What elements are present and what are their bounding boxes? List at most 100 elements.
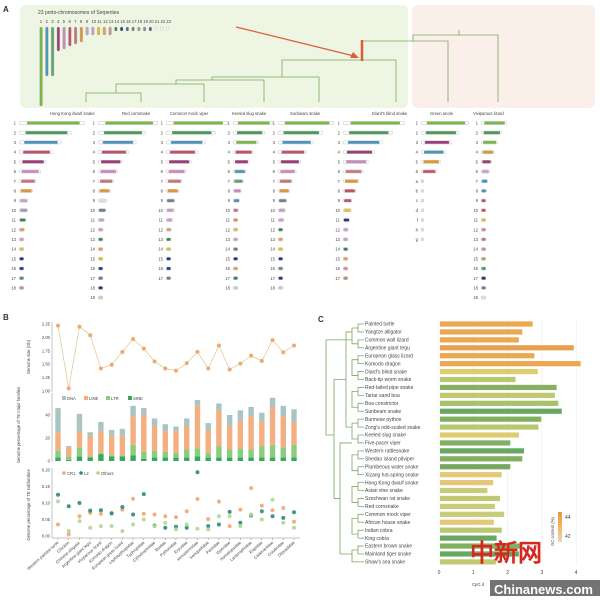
chromosome-segment (233, 208, 238, 212)
genome-size-point (216, 343, 221, 348)
te-bar-line (248, 416, 254, 450)
y-tick-label: 0 (48, 459, 51, 464)
cpg-bar (440, 392, 555, 398)
cpg-bar (440, 337, 519, 343)
chromosome-segment (350, 121, 401, 125)
chromosome-number: 2 (14, 130, 17, 135)
species-label: Keeled slug snake (232, 111, 267, 116)
chromosome-segment (278, 208, 285, 212)
chromosome-number: 10 (335, 208, 340, 213)
te-sub-point-others (249, 512, 254, 517)
chromosome-segment (166, 228, 171, 232)
y-tick-label: 2.25 (42, 322, 51, 327)
chromosome-number: 15 (158, 256, 163, 261)
te-bar-sine (55, 457, 61, 461)
chromosome-segment (421, 189, 424, 193)
proto-chromosome (143, 26, 147, 32)
chromosome-segment (20, 199, 28, 202)
te-sub-point-l2 (227, 509, 232, 514)
proto-chromosome (160, 26, 164, 31)
te-bar-dna (280, 405, 286, 417)
chromosome-number: 9 (93, 198, 96, 203)
cpg-bar (440, 464, 511, 470)
chromosome-segment (169, 150, 196, 154)
chromosome-segment (234, 160, 249, 164)
chromosome-segment (99, 199, 107, 202)
chromosome-number: 3 (338, 140, 341, 145)
chromosome-segment (421, 238, 424, 241)
te-bar-sine (248, 457, 254, 461)
proto-chromosome-number: 12 (103, 19, 108, 24)
chromosome-segment (19, 276, 24, 280)
te-sub-point-others (227, 514, 232, 519)
te-bar-dna (269, 397, 276, 407)
te-sub-point-others (259, 517, 264, 522)
chromosome-segment (278, 218, 284, 222)
cpg-bar (440, 376, 516, 383)
te-bar-ltr (76, 447, 83, 457)
chromosome-number: 2 (273, 130, 276, 135)
x-tick-label: 4 (575, 570, 578, 576)
te-bar-sine (269, 457, 276, 461)
chromosome-segment (481, 296, 486, 299)
species-label: Five-pacer viper (365, 441, 401, 447)
te-bar-line (66, 447, 72, 457)
chromosome-segment (345, 170, 362, 173)
chromosome-number: 12 (270, 227, 275, 232)
chromosome-number: 1 (161, 121, 164, 126)
chromosome-segment (98, 238, 103, 241)
te-bar-line (76, 431, 83, 448)
te-sub-point-others (163, 520, 168, 525)
genome-size-point (77, 324, 82, 329)
proto-chromosome-number: 2 (46, 19, 49, 24)
chromosome-number: 18 (270, 286, 275, 291)
chromosome-segment (482, 150, 494, 154)
te-sub-point-l2 (195, 470, 200, 475)
legend-label: LTR (111, 396, 119, 401)
te-bar-ltr (205, 452, 211, 458)
chromosome-number: 6 (273, 169, 276, 174)
legend-swatch (84, 396, 88, 400)
chromosome-segment (481, 179, 488, 183)
proto-chromosome-number: 8 (80, 19, 83, 24)
chromosome-segment (423, 150, 444, 154)
chromosome-number: 16 (335, 266, 340, 271)
te-sub-point-cr1 (152, 512, 157, 517)
cpg-bar (440, 361, 581, 367)
chromosome-number: 7 (93, 179, 96, 184)
te-bar-sine (184, 457, 190, 461)
te-sub-point-l2 (292, 510, 296, 515)
chromosome-number: 12 (90, 227, 95, 232)
chromosome-number: 4 (14, 150, 17, 155)
te-bar-sine (130, 455, 136, 461)
proto-chromosome (148, 26, 152, 32)
legend-marker (96, 471, 100, 475)
chromosome-number: 11 (271, 218, 276, 223)
te-bar-ltr (119, 455, 126, 457)
te-sub-point-cr1 (184, 509, 189, 514)
y-tick-label: 20 (45, 436, 50, 441)
proto-chromosome (108, 26, 112, 36)
genome-size-point (163, 366, 168, 371)
chromosome-segment (481, 276, 486, 280)
proto-chromosome-number: 5 (63, 19, 66, 24)
te-bar-line (55, 432, 61, 451)
chromosome-segment (19, 247, 24, 251)
proto-chromosome-number: 1 (40, 19, 43, 24)
proto-chromosome-number: 11 (97, 19, 102, 24)
chromosome-number: 7 (338, 179, 341, 184)
chromosome-number: 11 (159, 218, 164, 223)
species-label: Asian vine snake (365, 488, 403, 494)
chromosome-number: 3 (14, 140, 17, 145)
te-bar-line (291, 421, 297, 445)
gc-legend-tick-44: 44 (565, 515, 571, 521)
te-bar-dna (173, 426, 179, 432)
te-bar-ltr (280, 447, 286, 458)
chromosome-number: 6 (14, 169, 17, 174)
chromosome-number: g (416, 237, 419, 242)
chromosome-number: 13 (90, 237, 95, 242)
chromosome-segment (278, 276, 283, 280)
cpg-bar (440, 368, 538, 375)
chromosome-number: 1 (273, 121, 276, 126)
te-bar-dna (76, 413, 83, 432)
